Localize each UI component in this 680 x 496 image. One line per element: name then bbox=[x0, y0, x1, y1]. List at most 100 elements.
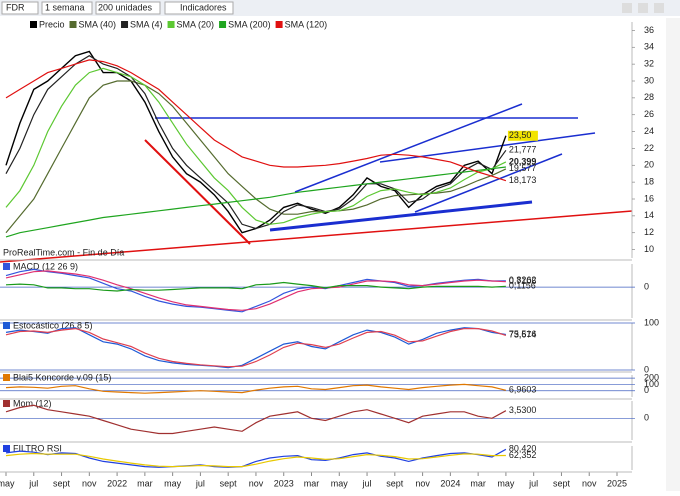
legend-swatch bbox=[121, 21, 129, 28]
x-tick-label: 2024 bbox=[440, 478, 460, 488]
y-tick-label: 18 bbox=[644, 177, 654, 187]
period-box[interactable] bbox=[41, 1, 93, 15]
y-tick-label: 22 bbox=[644, 143, 654, 153]
x-tick-label: 2022 bbox=[107, 478, 127, 488]
legend-swatch bbox=[30, 21, 37, 28]
series-line bbox=[5, 327, 506, 369]
legend-label: SMA (120) bbox=[285, 19, 328, 29]
window-button[interactable] bbox=[654, 3, 664, 13]
value-label: 0,7106 bbox=[509, 276, 537, 286]
x-tick-label: mar bbox=[137, 478, 153, 488]
x-tick-label: sept bbox=[220, 478, 238, 488]
y-tick-label: 100 bbox=[644, 317, 659, 327]
y-tick-label: 26 bbox=[644, 109, 654, 119]
series-line bbox=[5, 59, 507, 182]
units-box[interactable] bbox=[95, 1, 161, 15]
series-line bbox=[5, 80, 507, 234]
panel-icon bbox=[3, 322, 10, 329]
panel-icon bbox=[3, 263, 10, 270]
x-tick-label: sept bbox=[553, 478, 571, 488]
x-tick-label: may bbox=[331, 478, 349, 488]
x-tick-label: may bbox=[0, 478, 15, 488]
value-label: 0,8262 bbox=[509, 275, 537, 285]
y-tick-label: 200 bbox=[644, 373, 659, 383]
y-tick-label: 0 bbox=[644, 364, 649, 374]
y-tick-label: 0 bbox=[644, 282, 649, 292]
series-line bbox=[5, 448, 507, 468]
series-line bbox=[5, 327, 507, 368]
y-tick-label: 10 bbox=[644, 244, 654, 254]
value-label: 20,399 bbox=[509, 156, 537, 166]
legend-swatch bbox=[275, 21, 283, 28]
y-tick-label: 24 bbox=[644, 126, 654, 136]
y-tick-label: 12 bbox=[644, 227, 654, 237]
symbol: FDR bbox=[6, 2, 25, 12]
trend-line bbox=[379, 132, 596, 163]
value-label: 73,674 bbox=[509, 330, 537, 340]
y-tick-label: 30 bbox=[644, 75, 654, 85]
y-tick-label: 36 bbox=[644, 25, 654, 35]
panel-title: Mom (12) bbox=[13, 398, 52, 408]
indicators-button[interactable] bbox=[164, 1, 234, 15]
x-tick-label: mar bbox=[304, 478, 320, 488]
value-tag bbox=[507, 130, 538, 141]
indicators: Indicadores bbox=[180, 2, 227, 12]
value-label: 21,777 bbox=[509, 145, 537, 155]
trend-line bbox=[294, 103, 523, 193]
x-tick-label: jul bbox=[28, 478, 38, 488]
x-tick-label: nov bbox=[415, 478, 430, 488]
x-tick-label: 2023 bbox=[274, 478, 294, 488]
x-tick-label: nov bbox=[582, 478, 597, 488]
symbol-box[interactable] bbox=[1, 1, 39, 15]
y-tick-label: 20 bbox=[644, 160, 654, 170]
period: 1 semana bbox=[45, 2, 85, 12]
trend-line bbox=[269, 200, 533, 232]
value-label: 3,5300 bbox=[509, 405, 537, 415]
series-line bbox=[5, 166, 506, 238]
value-label: 62,352 bbox=[509, 450, 537, 460]
legend-swatch bbox=[167, 21, 175, 28]
y-tick-label: 16 bbox=[644, 193, 654, 203]
series-line bbox=[5, 452, 506, 468]
x-tick-label: may bbox=[497, 478, 515, 488]
legend-label: SMA (20) bbox=[177, 19, 215, 29]
x-tick-label: sept bbox=[386, 478, 404, 488]
series-line bbox=[5, 268, 506, 313]
legend-label: SMA (40) bbox=[79, 19, 117, 29]
source-note: ProRealTime.com - Fin de Día bbox=[3, 247, 124, 257]
legend-label: SMA (200) bbox=[228, 19, 271, 29]
panel-title: MACD (12 26 9) bbox=[13, 261, 78, 271]
y-tick-label: 14 bbox=[644, 210, 654, 220]
value-label: 23,50 bbox=[509, 130, 532, 140]
value-label: 75,516 bbox=[509, 329, 537, 339]
trend-line bbox=[0, 210, 633, 263]
x-tick-label: jul bbox=[362, 478, 372, 488]
x-tick-label: nov bbox=[249, 478, 264, 488]
value-label: 80,420 bbox=[509, 444, 537, 454]
window-button[interactable] bbox=[622, 3, 632, 13]
units: 200 unidades bbox=[98, 2, 153, 12]
trend-line bbox=[144, 139, 251, 245]
trend-line bbox=[414, 153, 563, 213]
series-line bbox=[5, 404, 507, 435]
panel-icon bbox=[3, 374, 10, 381]
value-label: 6,9603 bbox=[509, 385, 537, 395]
x-tick-label: may bbox=[164, 478, 182, 488]
panel-title: Estocástico (26 8 5) bbox=[13, 320, 93, 330]
window-button[interactable] bbox=[638, 3, 648, 13]
y-tick-label: 32 bbox=[644, 59, 654, 69]
panel-title: Blai5 Koncorde v.09 (15) bbox=[13, 372, 111, 382]
legend-label: Precio bbox=[39, 19, 65, 29]
legend-label: SMA (4) bbox=[130, 19, 163, 29]
series-line bbox=[5, 67, 507, 225]
panel-icon bbox=[3, 400, 10, 407]
y-tick-label: 0 bbox=[644, 385, 649, 395]
y-tick-label: 34 bbox=[644, 42, 654, 52]
legend-swatch bbox=[219, 21, 227, 28]
y-tick-label: 28 bbox=[644, 92, 654, 102]
y-tick-label: 0 bbox=[644, 413, 649, 423]
x-tick-label: mar bbox=[470, 478, 486, 488]
series-line bbox=[5, 270, 506, 311]
series-line bbox=[5, 281, 506, 292]
